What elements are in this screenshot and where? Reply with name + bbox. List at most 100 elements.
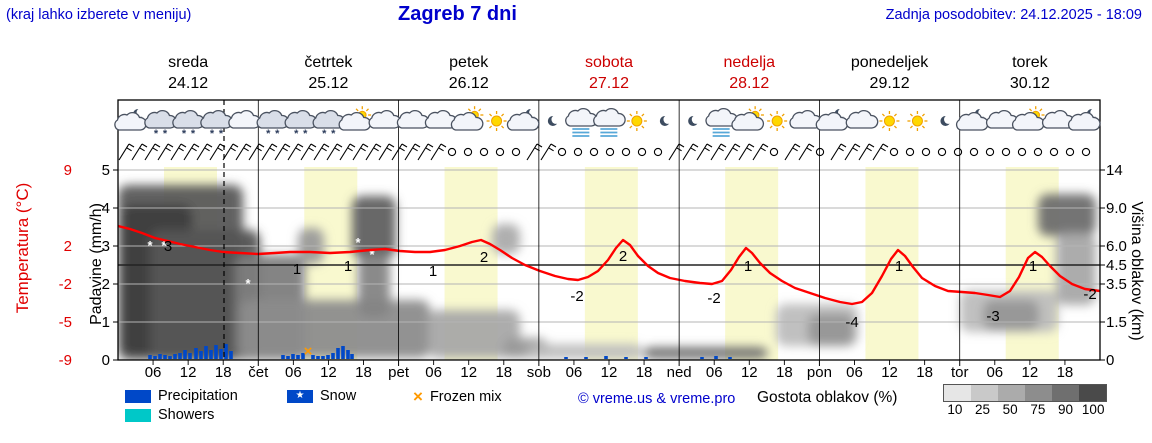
sun-cloud-icon — [450, 106, 484, 131]
day-date: 27.12 — [589, 75, 629, 92]
cloud-fog-icon — [593, 107, 626, 137]
svg-text:6.0: 6.0 — [1106, 238, 1127, 255]
moon-cloud-icon — [815, 108, 849, 131]
day-date: 26.12 — [449, 75, 489, 92]
cloud-snow-icon: * * — [284, 109, 318, 140]
svg-text:18: 18 — [916, 364, 933, 381]
svg-text:-3: -3 — [986, 308, 999, 325]
moon-cloud-icon — [1067, 108, 1101, 131]
svg-text:*: * — [275, 128, 280, 140]
svg-text:18: 18 — [776, 364, 793, 381]
day-name: nedelja — [723, 54, 775, 71]
svg-text:*: * — [191, 128, 196, 140]
cloud-cover-layer — [118, 185, 1096, 360]
svg-text:06: 06 — [425, 364, 442, 381]
svg-text:1: 1 — [102, 314, 110, 331]
cloud-icon — [368, 109, 402, 129]
day-name: ponedeljek — [851, 54, 929, 71]
svg-text:*: * — [154, 128, 159, 140]
svg-text:5: 5 — [102, 162, 110, 179]
cloud-snow-icon: * * — [200, 109, 233, 140]
legend-showers: Showers — [125, 407, 214, 423]
moon-icon — [688, 115, 701, 126]
showers-swatch — [125, 408, 151, 422]
cloud-snow-icon: * * — [144, 109, 177, 140]
svg-text:sob: sob — [527, 364, 551, 381]
svg-text:-2: -2 — [1083, 286, 1096, 303]
day-name: sobota — [585, 54, 633, 71]
svg-text:*: * — [161, 238, 167, 253]
frozen-mix-icon: × — [413, 387, 423, 406]
sun-cloud-icon — [731, 106, 765, 131]
svg-text:*: * — [147, 238, 153, 253]
moon-icon — [659, 115, 673, 126]
svg-text:2: 2 — [64, 238, 72, 255]
svg-text:12: 12 — [741, 364, 758, 381]
svg-text:×: × — [304, 343, 313, 360]
svg-text:*: * — [303, 128, 308, 140]
sun-icon — [626, 111, 647, 131]
svg-text:1: 1 — [429, 263, 437, 280]
svg-text:*: * — [182, 128, 187, 140]
legend-precipitation-label: Precipitation — [158, 388, 238, 404]
svg-text:9: 9 — [64, 162, 72, 179]
svg-text:*: * — [245, 276, 251, 291]
svg-text:*: * — [322, 128, 327, 140]
svg-text:12: 12 — [460, 364, 477, 381]
snow-star-icon: ★ — [295, 390, 305, 401]
sun-cloud-icon — [338, 106, 372, 131]
svg-text:4.5: 4.5 — [1106, 257, 1127, 274]
day-name: sreda — [168, 54, 208, 71]
temperature-line — [118, 224, 1100, 306]
legend-showers-label: Showers — [158, 407, 215, 423]
svg-text:*: * — [210, 128, 215, 140]
svg-text:06: 06 — [285, 364, 302, 381]
svg-text:-9: -9 — [59, 352, 72, 369]
svg-text:06: 06 — [145, 364, 162, 381]
svg-text:18: 18 — [1057, 364, 1074, 381]
svg-text:1.5: 1.5 — [1106, 314, 1127, 331]
svg-text:1: 1 — [1029, 258, 1037, 275]
cloud-fog-icon — [565, 107, 598, 137]
svg-text:2: 2 — [102, 276, 110, 293]
sun-icon — [767, 111, 788, 131]
svg-text:12: 12 — [1022, 364, 1039, 381]
moon-cloud-icon — [506, 108, 540, 131]
day-name: petek — [449, 54, 489, 71]
moon-icon — [940, 115, 953, 126]
svg-text:1: 1 — [895, 258, 903, 275]
svg-text:4: 4 — [102, 200, 110, 217]
moon-cloud-icon — [955, 108, 989, 131]
cloud-icon — [228, 109, 261, 129]
svg-text:*: * — [219, 128, 224, 140]
svg-text:-4: -4 — [845, 314, 858, 331]
svg-text:3: 3 — [102, 238, 110, 255]
day-name: četrtek — [304, 54, 353, 71]
svg-text:-2: -2 — [59, 276, 72, 293]
svg-text:12: 12 — [601, 364, 618, 381]
sun-icon — [907, 111, 928, 131]
svg-text:-2: -2 — [707, 290, 720, 307]
svg-text:06: 06 — [986, 364, 1003, 381]
sun-icon — [486, 111, 507, 131]
svg-text:*: * — [294, 128, 299, 140]
cloud-icon — [396, 109, 430, 129]
svg-text:12: 12 — [180, 364, 197, 381]
moon-icon — [547, 115, 561, 126]
svg-text:ned: ned — [667, 364, 692, 381]
legend-snow: ★ Snow — [287, 388, 356, 404]
sun-icon — [879, 111, 900, 131]
location-hint: (kraj lahko izberete v meniju) — [6, 7, 192, 23]
svg-text:2: 2 — [480, 249, 488, 266]
svg-text:9.0: 9.0 — [1106, 200, 1127, 217]
svg-text:0: 0 — [1106, 352, 1114, 369]
cloud-fog-icon — [705, 107, 739, 137]
svg-text:1: 1 — [744, 258, 752, 275]
svg-text:06: 06 — [566, 364, 583, 381]
day-name: torek — [1012, 54, 1049, 71]
svg-text:2: 2 — [619, 248, 627, 265]
copyright-link[interactable]: © vreme.us & vreme.pro — [578, 391, 736, 407]
svg-text:tor: tor — [951, 364, 969, 381]
cloud-density-label: Gostota oblakov (%) — [757, 389, 898, 406]
